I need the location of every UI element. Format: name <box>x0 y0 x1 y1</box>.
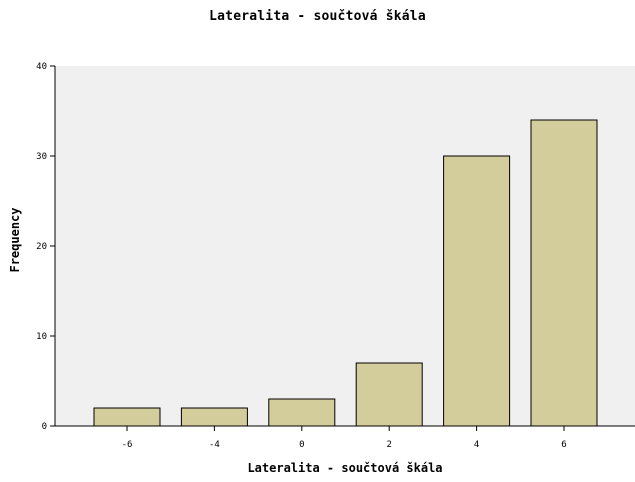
x-axis-label: Lateralita - součtová škála <box>247 461 443 475</box>
bar-6 <box>530 119 598 427</box>
y-tick-label: 0 <box>42 422 47 432</box>
x-tick-group: -6 -4 0 2 4 6 <box>122 426 567 450</box>
x-tick-label: 0 <box>299 440 304 450</box>
bar-0 <box>268 398 336 427</box>
x-tick-label: 2 <box>386 440 391 450</box>
chart-title: Lateralita - součtová škála <box>209 9 426 24</box>
x-tick-label: -4 <box>209 440 220 450</box>
y-tick-group: 0 10 20 30 40 <box>36 62 55 432</box>
x-tick-label: 4 <box>474 440 479 450</box>
y-tick-label: 10 <box>36 332 47 342</box>
bar-4 <box>443 155 511 427</box>
x-tick-label: -6 <box>122 440 133 450</box>
bar-2 <box>355 362 423 427</box>
y-axis-label: Frequency <box>8 207 22 273</box>
y-tick-label: 20 <box>36 242 47 252</box>
bar--4 <box>180 407 248 427</box>
bar-group <box>93 119 598 427</box>
x-tick-label: 6 <box>561 440 566 450</box>
y-tick-label: 40 <box>36 62 47 72</box>
y-tick-label: 30 <box>36 152 47 162</box>
bar--6 <box>93 407 161 427</box>
